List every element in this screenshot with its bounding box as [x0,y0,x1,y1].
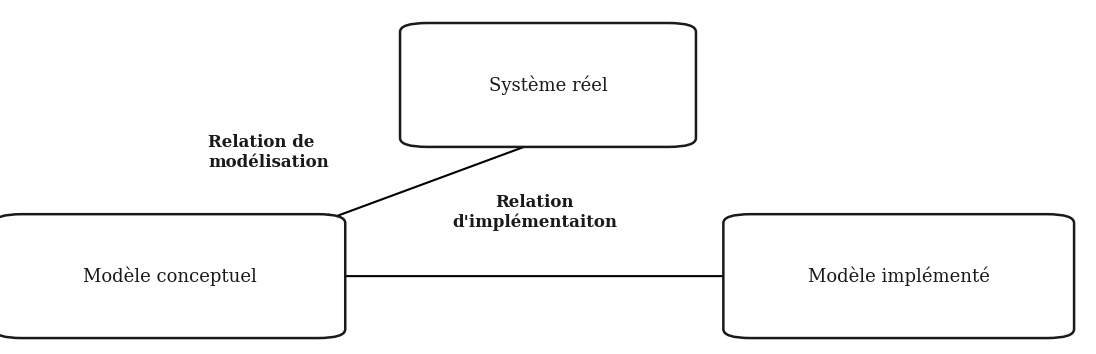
Text: Relation de
modélisation: Relation de modélisation [208,134,329,171]
FancyBboxPatch shape [723,214,1074,338]
Text: Système réel: Système réel [489,75,607,95]
Text: Relation
d'implémentaiton: Relation d'implémentaiton [453,194,617,231]
Text: Modèle implémenté: Modèle implémenté [808,266,990,286]
FancyBboxPatch shape [0,214,345,338]
FancyBboxPatch shape [400,23,696,147]
Text: Modèle conceptuel: Modèle conceptuel [83,266,256,286]
